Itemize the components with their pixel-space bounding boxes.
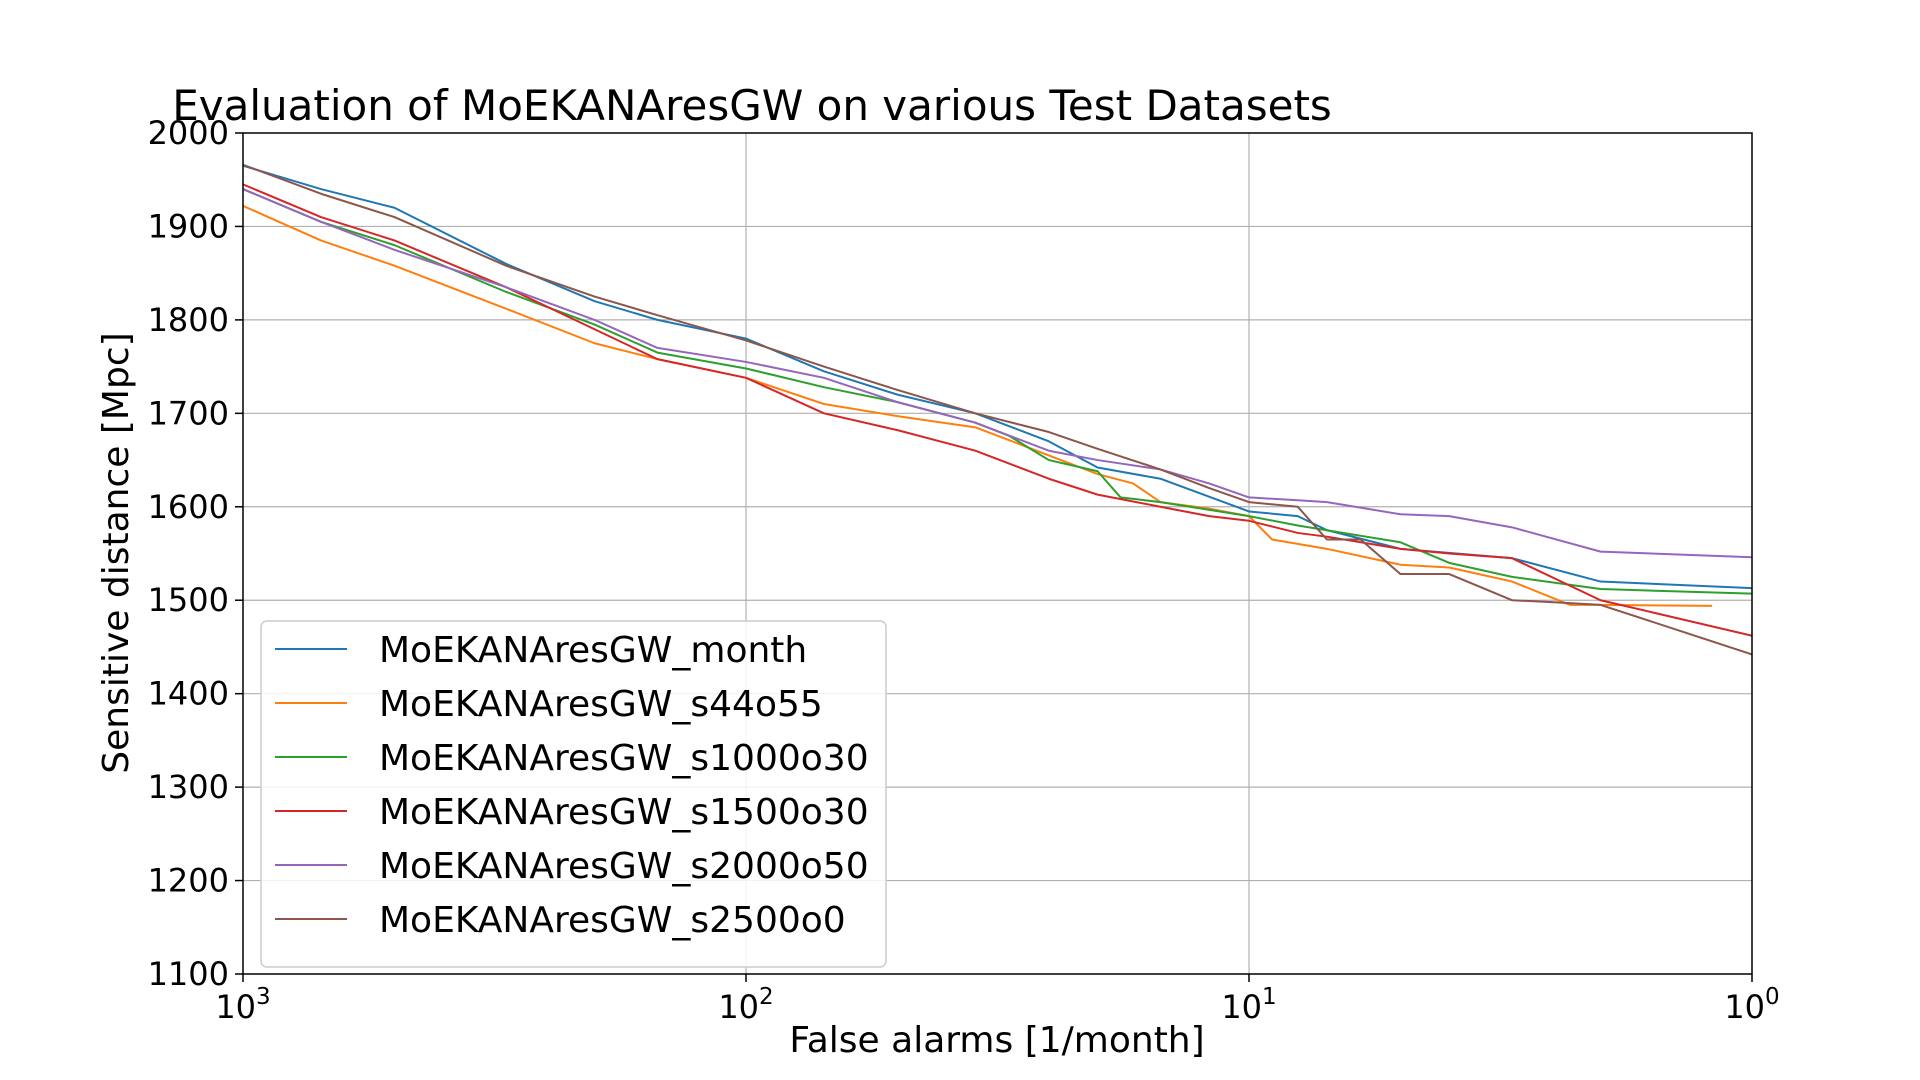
x-tick-label: 103 — [215, 984, 270, 1026]
chart-title: Evaluation of MoEKANAresGW on various Te… — [172, 81, 1332, 130]
y-tick-label: 1200 — [148, 862, 229, 900]
series-line-moekanaresgw-s1500o30 — [242, 183, 1753, 637]
y-axis-label: Sensitive distance [Mpc] — [96, 332, 137, 773]
legend-entry-label: MoEKANAresGW_month — [379, 630, 807, 671]
y-tick-label: 1700 — [148, 394, 229, 432]
y-tick-label: 1400 — [148, 675, 229, 713]
y-tick-label: 1100 — [148, 955, 229, 993]
series-line-moekanaresgw-s2000o50 — [242, 188, 1753, 559]
y-tick-label: 1600 — [148, 488, 229, 526]
legend-entry-label: MoEKANAresGW_s2000o50 — [379, 846, 869, 887]
x-axis-ticks: 103 102 101 100 — [215, 974, 1780, 1026]
legend-entry-label: MoEKANAresGW_s1000o30 — [379, 738, 869, 779]
y-tick-label: 1900 — [148, 207, 229, 245]
x-tick-label: 100 — [1724, 984, 1779, 1026]
y-tick-label: 2000 — [148, 114, 229, 152]
legend-entry-label: MoEKANAresGW_s44o55 — [379, 684, 823, 725]
plot-frame — [242, 132, 1753, 975]
y-tick-label: 1800 — [148, 301, 229, 339]
y-axis-ticks: 1100 1200 1300 1400 1500 1600 1700 1800 1900 2000 — [148, 114, 243, 993]
x-tick-label: 101 — [1221, 984, 1276, 1026]
series-lines — [242, 163, 1753, 656]
y-tick-label: 1300 — [148, 768, 229, 806]
series-line-moekanaresgw-s2500o0 — [242, 163, 1753, 656]
x-tick-label: 102 — [718, 984, 773, 1026]
x-axis-label: False alarms [1/month] — [789, 1020, 1204, 1061]
legend-entry-label: MoEKANAresGW_s1500o30 — [379, 792, 869, 833]
legend-box — [260, 620, 887, 968]
series-line-moekanaresgw-s44o55 — [242, 204, 1713, 607]
y-tick-label: 1500 — [148, 581, 229, 619]
legend-entry-label: MoEKANAresGW_s2500o0 — [379, 900, 846, 941]
legend: MoEKANAresGW_month MoEKANAresGW_s44o55 MoE… — [260, 620, 887, 968]
